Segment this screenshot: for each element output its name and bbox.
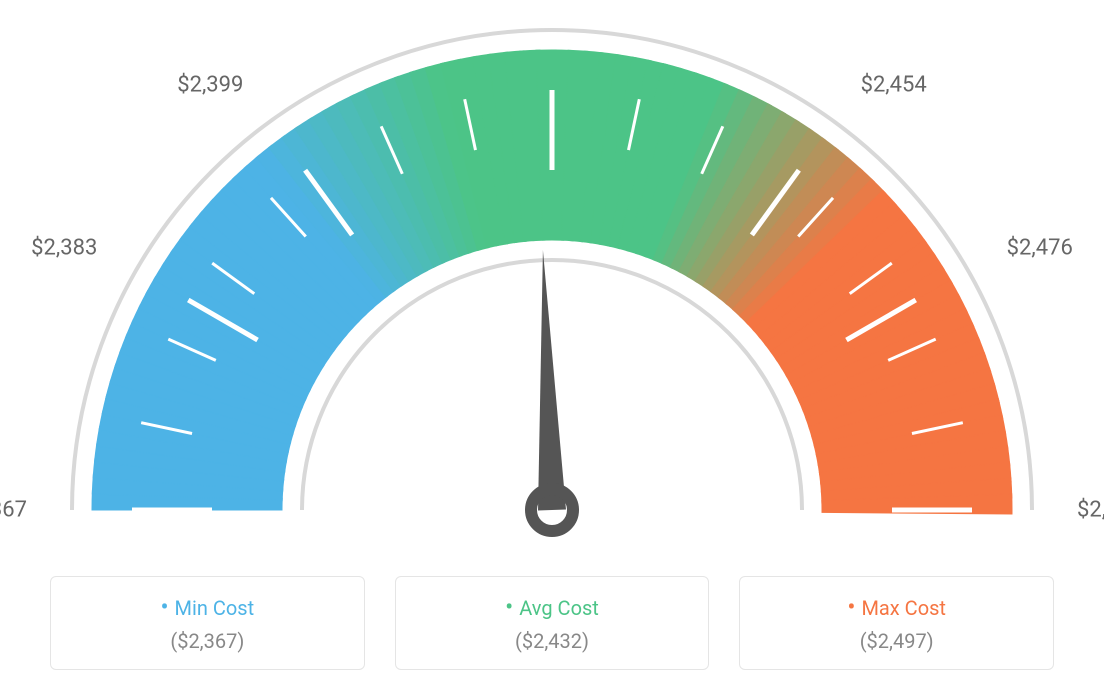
legend-min-value: ($2,367): [71, 629, 344, 653]
legend-card-min: Min Cost ($2,367): [50, 576, 365, 670]
gauge-chart: $2,367$2,383$2,399$2,432$2,454$2,476$2,4…: [0, 0, 1104, 560]
gauge-scale-label: $2,367: [0, 498, 27, 523]
legend-max-value: ($2,497): [760, 629, 1033, 653]
legend-min-title: Min Cost: [71, 593, 344, 621]
gauge-scale-label: $2,399: [177, 73, 243, 98]
gauge-scale-label: $2,476: [1007, 235, 1073, 260]
gauge-svg: [0, 0, 1104, 560]
gauge-scale-label: $2,497: [1077, 498, 1104, 523]
legend-row: Min Cost ($2,367) Avg Cost ($2,432) Max …: [50, 576, 1054, 670]
legend-card-max: Max Cost ($2,497): [739, 576, 1054, 670]
legend-avg-title: Avg Cost: [416, 593, 689, 621]
legend-max-title: Max Cost: [760, 593, 1033, 621]
gauge-scale-label: $2,454: [861, 73, 927, 98]
legend-avg-value: ($2,432): [416, 629, 689, 653]
gauge-scale-label: $2,383: [31, 235, 97, 260]
legend-card-avg: Avg Cost ($2,432): [395, 576, 710, 670]
